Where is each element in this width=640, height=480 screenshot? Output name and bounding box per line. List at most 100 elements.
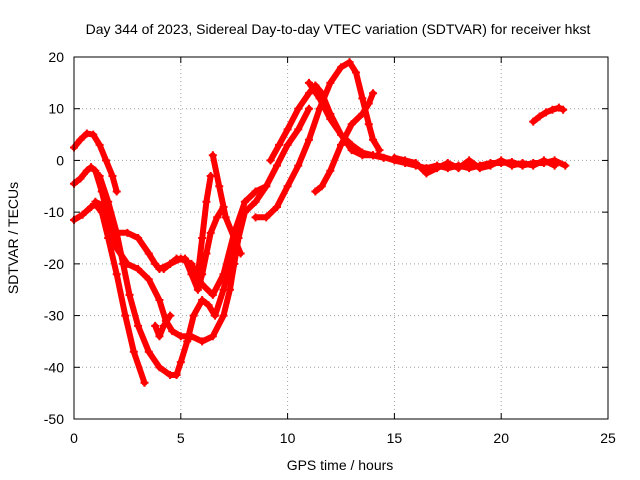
data-point-marker xyxy=(251,213,260,222)
data-point-marker xyxy=(166,311,175,320)
data-point-marker xyxy=(172,254,181,263)
data-point-marker xyxy=(189,311,198,320)
data-point-marker xyxy=(78,210,87,219)
data-point-marker xyxy=(198,337,207,346)
data-point-marker xyxy=(144,275,153,284)
data-point-marker xyxy=(87,163,96,172)
data-point-marker xyxy=(140,378,149,387)
data-point-marker xyxy=(315,94,324,103)
data-point-marker xyxy=(561,161,570,170)
x-tick-label: 15 xyxy=(387,430,403,446)
data-point-marker xyxy=(294,104,303,113)
series-line xyxy=(96,172,244,378)
series-arc-1 xyxy=(70,129,121,196)
data-point-marker xyxy=(104,234,113,242)
y-tick-label: 0 xyxy=(56,152,64,168)
data-point-marker xyxy=(210,311,219,320)
data-point-marker xyxy=(181,254,190,263)
x-tick-label: 25 xyxy=(600,430,616,446)
data-point-marker xyxy=(198,296,207,305)
data-point-marker xyxy=(91,197,100,206)
data-point-marker xyxy=(507,161,516,170)
data-point-marker xyxy=(550,161,559,170)
data-point-marker xyxy=(443,159,452,168)
series-arc-13 xyxy=(304,78,378,160)
data-point-marker xyxy=(535,112,544,121)
data-point-marker xyxy=(89,130,98,139)
data-point-marker xyxy=(221,213,230,222)
data-point-marker xyxy=(411,159,420,168)
series-arc-15 xyxy=(390,153,559,178)
data-point-marker xyxy=(76,135,85,144)
data-point-marker xyxy=(104,197,113,206)
x-axis-label: GPS time / hours xyxy=(287,457,394,473)
data-point-marker xyxy=(554,103,563,112)
series-arc-10 xyxy=(251,58,384,222)
data-point-marker xyxy=(369,135,378,144)
data-point-marker xyxy=(159,265,168,274)
series-arc-5 xyxy=(95,171,245,380)
data-point-marker xyxy=(144,347,153,356)
data-point-marker xyxy=(151,321,160,330)
data-point-marker xyxy=(345,58,354,67)
data-point-marker xyxy=(390,153,399,162)
data-point-marker xyxy=(283,140,292,149)
data-point-marker xyxy=(151,259,160,268)
data-point-marker xyxy=(433,164,442,173)
series-line xyxy=(194,172,214,278)
data-point-marker xyxy=(364,120,373,129)
data-point-marker xyxy=(82,129,91,138)
plot-frame xyxy=(73,56,609,420)
data-point-marker xyxy=(159,321,168,330)
data-point-marker xyxy=(134,265,143,274)
data-point-marker xyxy=(317,182,326,191)
y-tick-label: -20 xyxy=(44,256,64,272)
data-point-marker xyxy=(204,301,213,310)
y-tick-label: -50 xyxy=(44,411,64,427)
data-point-marker xyxy=(364,99,373,108)
data-point-marker xyxy=(347,140,356,149)
data-point-marker xyxy=(123,228,132,237)
data-point-marker xyxy=(262,213,271,222)
data-point-marker xyxy=(304,89,313,98)
y-axis-label: SDTVAR / TECUs xyxy=(5,182,21,294)
series-line xyxy=(71,130,120,195)
x-tick-label: 10 xyxy=(280,430,296,446)
data-point-marker xyxy=(272,202,281,211)
data-point-marker xyxy=(193,270,202,279)
series-line xyxy=(152,312,174,340)
data-point-marker xyxy=(97,208,106,217)
data-point-marker xyxy=(144,249,153,258)
data-point-marker xyxy=(283,125,292,134)
data-point-marker xyxy=(326,115,335,124)
data-point-marker xyxy=(294,161,303,170)
data-point-marker xyxy=(208,151,217,160)
data-point-marker xyxy=(422,169,431,178)
series-arc-8 xyxy=(208,151,245,258)
data-point-marker xyxy=(275,140,284,149)
axis-ticks: 0 5 10 15 20 25 -50 -40 -30 -20 -10 0 10 20 xyxy=(44,49,616,446)
data-point-marker xyxy=(266,156,275,165)
data-point-marker xyxy=(82,166,91,175)
data-point-marker xyxy=(198,234,207,242)
data-point-marker xyxy=(155,363,164,372)
data-point-marker xyxy=(375,146,384,155)
data-point-marker xyxy=(401,156,410,165)
data-point-marker xyxy=(326,78,335,87)
series-line xyxy=(391,154,558,177)
data-point-marker xyxy=(206,171,215,180)
x-tick-label: 5 xyxy=(177,430,185,446)
data-point-marker xyxy=(121,311,130,320)
series-arc-9 xyxy=(193,171,215,279)
data-point-marker xyxy=(542,108,551,117)
data-point-marker xyxy=(183,337,192,346)
y-tick-label: 10 xyxy=(48,101,64,117)
data-point-marker xyxy=(358,94,367,103)
series-arc-7 xyxy=(151,311,175,341)
data-point-marker xyxy=(475,164,484,173)
data-point-marker xyxy=(454,164,463,173)
y-tick-label: 20 xyxy=(48,49,64,65)
data-point-marker xyxy=(304,135,313,144)
x-tick-label: 20 xyxy=(493,430,509,446)
